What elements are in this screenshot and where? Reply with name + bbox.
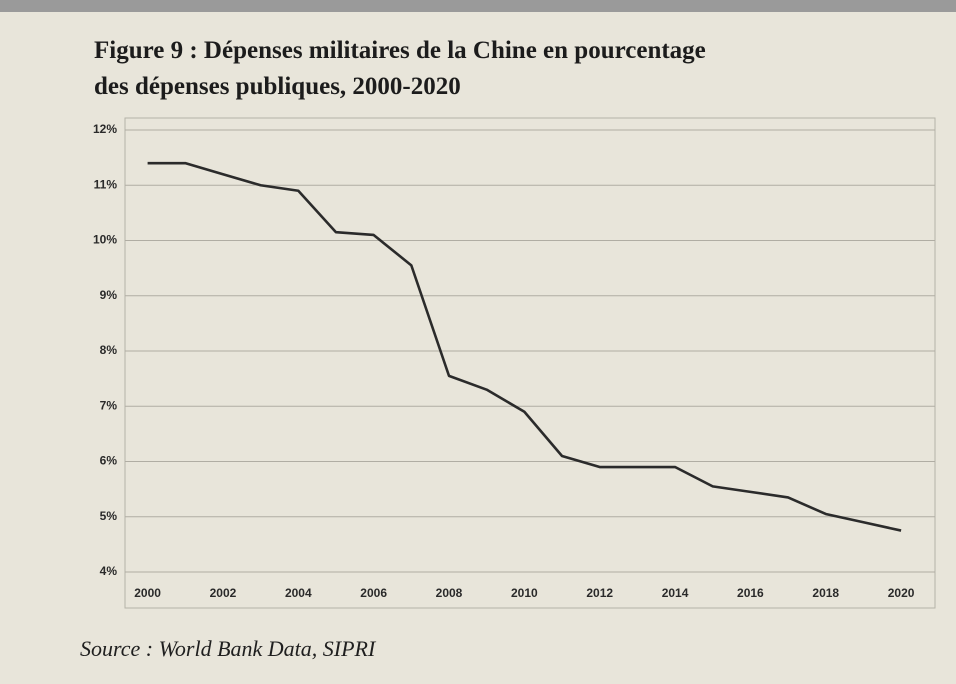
x-tick-label: 2006 — [360, 586, 387, 600]
y-tick-label: 10% — [93, 233, 117, 247]
chart-title: des dépenses publiques, 2000-2020 — [94, 73, 461, 100]
y-tick-label: 4% — [100, 564, 118, 578]
x-tick-label: 2018 — [812, 586, 839, 600]
x-tick-label: 2020 — [888, 586, 915, 600]
x-tick-label: 2008 — [436, 586, 463, 600]
x-tick-label: 2014 — [662, 586, 689, 600]
y-tick-label: 7% — [100, 398, 118, 412]
source: Source : World Bank Data, SIPRI — [80, 636, 377, 661]
line — [147, 161, 902, 532]
y-tick-label: 12% — [93, 122, 117, 136]
top-shadow — [0, 0, 956, 12]
y-tick-label: 8% — [100, 343, 118, 357]
x-tick-label: 2000 — [134, 586, 161, 600]
x-tick-label: 2012 — [586, 586, 613, 600]
x-tick-label: 2016 — [737, 586, 764, 600]
x-tick-label: 2002 — [210, 586, 237, 600]
y-tick-label: 6% — [100, 454, 118, 468]
y-tick-label: 9% — [100, 288, 118, 302]
x-tick-label: 2004 — [285, 586, 312, 600]
y-tick-label: 11% — [94, 177, 118, 191]
plot-frame — [124, 117, 936, 609]
x-tick-label: 2010 — [511, 586, 538, 600]
chart-title: Figure 9 : Dépenses militaires de la Chi… — [94, 37, 706, 64]
y-tick-label: 5% — [100, 509, 118, 523]
